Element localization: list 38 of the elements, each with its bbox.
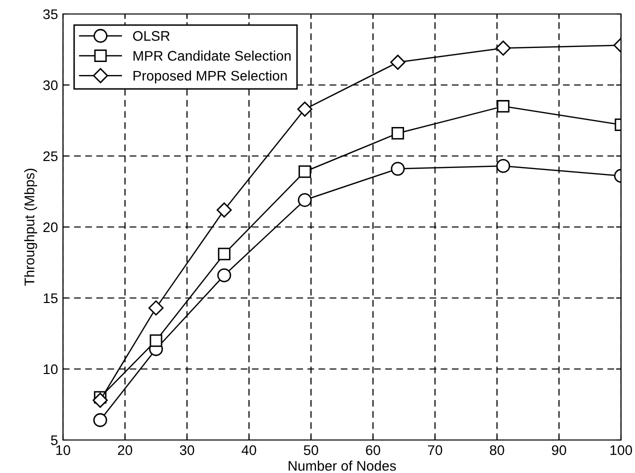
y-tick-label: 10 (44, 364, 58, 374)
x-tick-label: 50 (304, 445, 318, 456)
y-tick-label: 35 (43, 9, 58, 20)
x-tick-label: 20 (118, 445, 132, 456)
point (298, 193, 312, 207)
point (148, 300, 164, 316)
x-tick-label: 60 (366, 445, 380, 456)
x-tick-label: 40 (242, 445, 256, 456)
point (496, 40, 511, 56)
y-tick-label: 30 (43, 80, 58, 90)
point (218, 248, 230, 260)
y-axis-title: Throughput (Mbps) (24, 168, 38, 286)
point (392, 127, 404, 140)
legend-label: Proposed MPR Selection (134, 70, 287, 84)
point (298, 165, 312, 178)
x-axis-title: Number of Nodes (288, 460, 396, 471)
x-tick-label: 30 (180, 445, 194, 456)
point (93, 413, 108, 428)
x-tick-label: 100 (610, 445, 632, 456)
x-tick-label: 80 (490, 445, 504, 456)
x-tick-label: 70 (428, 445, 442, 456)
point (390, 162, 405, 176)
point (150, 334, 162, 347)
legend-label: OLSR (133, 31, 170, 41)
x-tick-label: 90 (552, 445, 566, 456)
legend-label: MPR Candidate Selection (134, 50, 291, 61)
x-tick-label: 10 (56, 445, 70, 456)
y-tick-label: 25 (43, 151, 58, 162)
point (92, 392, 108, 408)
point (297, 102, 312, 117)
y-tick-label: 15 (44, 293, 58, 304)
point (496, 100, 510, 113)
point (217, 268, 232, 282)
point (496, 158, 510, 173)
y-tick-label: 20 (43, 222, 58, 232)
y-tick-label: 5 (50, 435, 58, 446)
point (390, 54, 406, 70)
point (216, 202, 232, 218)
